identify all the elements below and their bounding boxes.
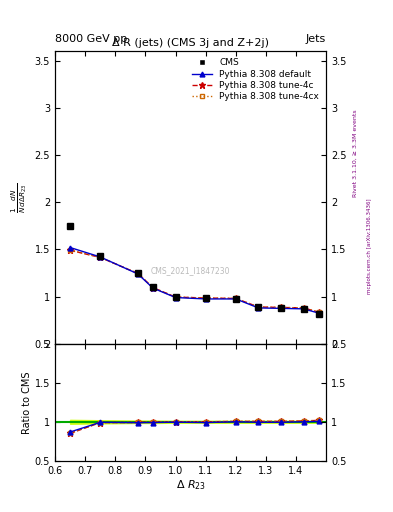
Pythia 8.308 tune-4c — [203, 295, 208, 301]
Pythia 8.308 default — [136, 271, 140, 277]
CMS — [68, 223, 72, 229]
CMS — [203, 295, 208, 301]
Pythia 8.308 default — [98, 254, 103, 260]
Pythia 8.308 tune-4cx — [301, 305, 306, 311]
Pythia 8.308 default — [301, 306, 306, 312]
CMS — [256, 304, 261, 310]
Pythia 8.308 tune-4cx — [136, 270, 140, 276]
X-axis label: $\Delta\ R_{23}$: $\Delta\ R_{23}$ — [176, 478, 206, 492]
Pythia 8.308 tune-4c — [68, 247, 72, 253]
Y-axis label: $\frac{1}{N}\frac{dN}{d\Delta R_{23}}$: $\frac{1}{N}\frac{dN}{d\Delta R_{23}}$ — [9, 182, 29, 212]
Pythia 8.308 tune-4c — [279, 304, 283, 310]
Pythia 8.308 tune-4cx — [279, 304, 283, 310]
CMS — [301, 306, 306, 312]
Pythia 8.308 tune-4cx — [173, 294, 178, 300]
Pythia 8.308 tune-4c — [151, 285, 155, 291]
Title: Δ R (jets) (CMS 3j and Z+2j): Δ R (jets) (CMS 3j and Z+2j) — [112, 38, 269, 48]
CMS — [233, 296, 238, 302]
Pythia 8.308 default — [256, 305, 261, 311]
Pythia 8.308 tune-4c — [233, 295, 238, 302]
Pythia 8.308 default — [203, 296, 208, 302]
Text: Rivet 3.1.10, ≥ 3.3M events: Rivet 3.1.10, ≥ 3.3M events — [353, 110, 358, 198]
Pythia 8.308 tune-4c — [256, 304, 261, 310]
Pythia 8.308 default — [279, 305, 283, 311]
CMS — [279, 305, 283, 311]
Text: Jets: Jets — [306, 33, 326, 44]
Line: Pythia 8.308 tune-4c: Pythia 8.308 tune-4c — [66, 247, 322, 315]
CMS — [316, 310, 321, 316]
Text: CMS_2021_I1847230: CMS_2021_I1847230 — [151, 266, 230, 275]
Pythia 8.308 tune-4cx — [151, 285, 155, 291]
Pythia 8.308 tune-4cx — [316, 309, 321, 315]
Pythia 8.308 tune-4c — [136, 270, 140, 276]
Pythia 8.308 tune-4c — [98, 254, 103, 261]
CMS — [98, 253, 103, 259]
Line: Pythia 8.308 default: Pythia 8.308 default — [68, 245, 321, 315]
Pythia 8.308 default — [68, 244, 72, 250]
Pythia 8.308 tune-4cx — [98, 254, 103, 261]
Pythia 8.308 default — [316, 310, 321, 316]
Legend: CMS, Pythia 8.308 default, Pythia 8.308 tune-4c, Pythia 8.308 tune-4cx: CMS, Pythia 8.308 default, Pythia 8.308 … — [189, 56, 322, 104]
Text: 8000 GeV pp: 8000 GeV pp — [55, 33, 127, 44]
Line: CMS: CMS — [66, 222, 322, 317]
Line: Pythia 8.308 tune-4cx: Pythia 8.308 tune-4cx — [68, 247, 321, 314]
Pythia 8.308 default — [151, 285, 155, 291]
Pythia 8.308 tune-4cx — [68, 247, 72, 253]
CMS — [136, 269, 140, 275]
Pythia 8.308 default — [233, 296, 238, 302]
Pythia 8.308 default — [173, 294, 178, 301]
Pythia 8.308 tune-4cx — [233, 295, 238, 302]
Pythia 8.308 tune-4cx — [256, 304, 261, 310]
Y-axis label: Ratio to CMS: Ratio to CMS — [22, 371, 32, 434]
Pythia 8.308 tune-4cx — [203, 295, 208, 301]
CMS — [151, 284, 155, 290]
Pythia 8.308 tune-4c — [173, 294, 178, 300]
Pythia 8.308 tune-4c — [316, 309, 321, 315]
Pythia 8.308 tune-4c — [301, 305, 306, 311]
Text: mcplots.cern.ch [arXiv:1306.3436]: mcplots.cern.ch [arXiv:1306.3436] — [367, 198, 372, 293]
CMS — [173, 294, 178, 300]
